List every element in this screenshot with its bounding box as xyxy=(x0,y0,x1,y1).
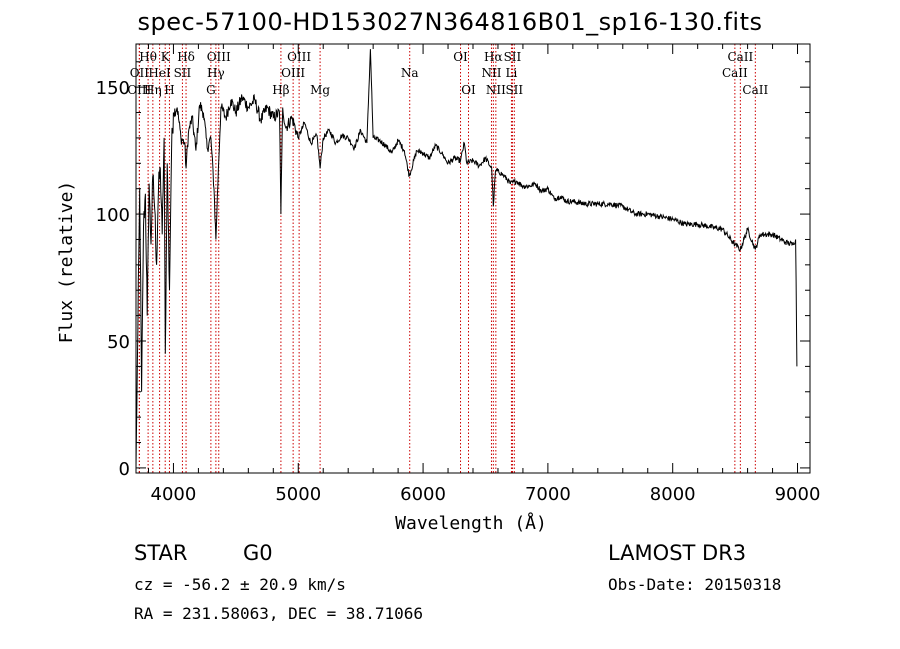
line-marker-label: CaII xyxy=(722,66,748,80)
object-class: STAR xyxy=(134,541,188,565)
x-tick-label: 6000 xyxy=(400,484,446,505)
y-tick-label: 50 xyxy=(107,332,130,353)
y-tick-label: 0 xyxy=(119,459,130,480)
line-marker-label: SII xyxy=(505,83,523,97)
line-marker-label: Hη xyxy=(144,83,162,97)
line-marker-label: Hγ xyxy=(207,66,225,80)
line-marker-label: HeI xyxy=(148,66,171,80)
line-marker-labels: HθOIIOIIIHηHeIKHSIIHδGHγOIIIHβOIIIOIIIMg… xyxy=(127,50,768,97)
line-markers xyxy=(138,44,756,473)
flux-series-line xyxy=(135,49,798,468)
line-marker-label: H xyxy=(164,83,174,97)
line-marker-label: OIII xyxy=(207,50,231,64)
line-marker-label: Mg xyxy=(310,83,330,97)
line-marker-label: OIII xyxy=(127,83,151,97)
chart-title: spec-57100-HD153027N364816B01_sp16-130.f… xyxy=(137,8,763,36)
y-tick-label: 150 xyxy=(96,78,130,99)
observation-date: Obs-Date: 20150318 xyxy=(608,575,782,594)
line-marker-label: Hδ xyxy=(177,50,195,64)
x-tick-label: 9000 xyxy=(775,484,821,505)
line-marker-label: OIII xyxy=(287,50,311,64)
line-marker-label: NII xyxy=(486,83,506,97)
y-axis-ticks: 0 50 100 150 xyxy=(96,61,810,480)
line-marker-label: Hβ xyxy=(272,83,289,97)
line-marker-label: Li xyxy=(506,66,518,80)
survey-name: LAMOST DR3 xyxy=(608,541,747,565)
line-marker-label: OII xyxy=(130,66,150,80)
line-marker-label: OIII xyxy=(281,66,305,80)
y-axis-label: Flux (relative) xyxy=(56,181,77,344)
x-axis-label: Wavelength (Å) xyxy=(395,512,547,534)
redshift-value: cz = -56.2 ± 20.9 km/s xyxy=(134,575,346,594)
x-tick-label: 7000 xyxy=(525,484,571,505)
x-axis-ticks: 4000 5000 6000 7000 8000 9000 xyxy=(147,44,821,505)
line-marker-label: Hθ xyxy=(139,50,157,64)
line-marker-label: SII xyxy=(504,50,522,64)
x-tick-label: 4000 xyxy=(151,484,197,505)
line-marker-label: OI xyxy=(461,83,476,97)
line-marker-label: SII xyxy=(174,66,192,80)
x-tick-label: 8000 xyxy=(650,484,696,505)
line-marker-label: K xyxy=(161,50,171,64)
line-marker-label: Hα xyxy=(484,50,503,64)
line-marker-label: NII xyxy=(481,66,501,80)
y-tick-label: 100 xyxy=(96,205,130,226)
line-marker-label: Na xyxy=(401,66,419,80)
line-marker-label: G xyxy=(206,83,216,97)
coordinates: RA = 231.58063, DEC = 38.71066 xyxy=(134,604,423,623)
x-tick-label: 5000 xyxy=(275,484,321,505)
subclass: G0 xyxy=(243,541,273,565)
line-marker-label: CaII xyxy=(727,50,753,64)
line-marker-label: OI xyxy=(453,50,468,64)
line-marker-label: CaII xyxy=(742,83,768,97)
